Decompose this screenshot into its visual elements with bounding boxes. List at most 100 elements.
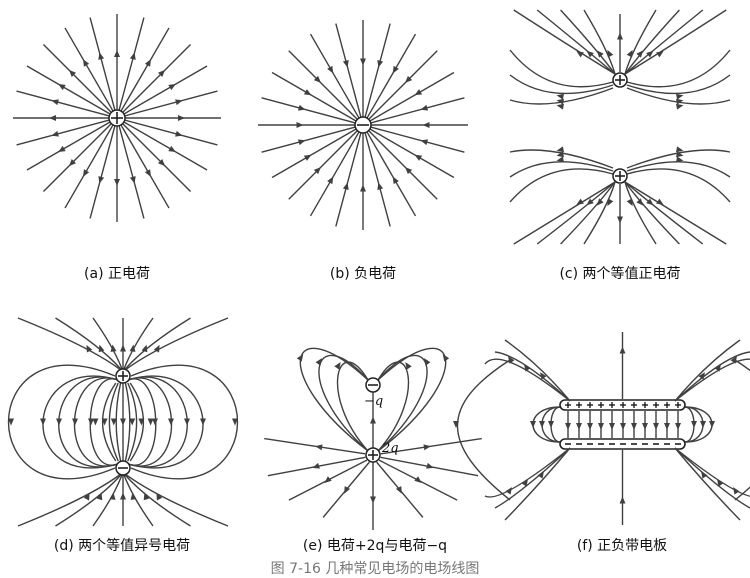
arrowhead bbox=[420, 104, 429, 111]
arrowhead bbox=[40, 418, 46, 426]
arrowhead bbox=[626, 49, 633, 58]
field-line bbox=[513, 181, 616, 245]
arrowhead bbox=[631, 423, 637, 430]
arrowhead bbox=[675, 423, 681, 430]
arrowhead bbox=[324, 476, 332, 484]
arrowhead bbox=[609, 423, 615, 430]
arrowhead bbox=[175, 99, 183, 106]
arrowhead bbox=[144, 59, 151, 67]
arrowhead bbox=[548, 421, 554, 428]
arrowhead bbox=[664, 423, 670, 430]
arrowhead bbox=[141, 344, 148, 353]
field-line bbox=[504, 339, 571, 402]
field-line bbox=[509, 49, 614, 88]
panel-e-unequal-charges bbox=[264, 347, 482, 530]
field-line bbox=[626, 149, 731, 169]
field-line bbox=[377, 347, 447, 452]
arrowhead bbox=[596, 50, 604, 58]
panel-f-charged-plates bbox=[453, 332, 750, 525]
field-line bbox=[624, 181, 704, 245]
arrowhead bbox=[129, 344, 136, 352]
caption-c: (c) 两个等值正电荷 bbox=[559, 266, 681, 282]
field-line bbox=[8, 364, 116, 480]
arrowhead bbox=[576, 423, 582, 430]
field-line bbox=[55, 474, 122, 527]
label-two-q: 2q bbox=[382, 441, 399, 456]
field-line bbox=[504, 447, 571, 521]
arrowhead bbox=[675, 98, 684, 105]
field-line bbox=[366, 131, 417, 217]
arrowhead bbox=[730, 356, 737, 364]
arrowhead bbox=[56, 418, 62, 426]
arrowhead bbox=[232, 418, 238, 426]
field-line bbox=[484, 358, 571, 402]
arrowhead bbox=[565, 423, 571, 430]
arrowhead bbox=[110, 344, 117, 352]
arrowhead bbox=[698, 372, 705, 380]
field-line bbox=[626, 87, 731, 105]
field-line bbox=[124, 119, 218, 146]
arrowhead bbox=[114, 50, 120, 58]
field-line bbox=[42, 123, 112, 193]
arrowhead bbox=[420, 139, 429, 146]
arrowhead bbox=[596, 198, 604, 206]
field-line bbox=[299, 347, 369, 452]
field-line bbox=[126, 474, 229, 527]
arrowhead bbox=[200, 418, 206, 426]
arrowhead bbox=[642, 423, 648, 430]
caption-f: (f) 正负带电板 bbox=[576, 538, 668, 554]
field-line bbox=[108, 382, 119, 462]
field-line bbox=[509, 74, 614, 95]
caption-a: (a) 正电荷 bbox=[84, 266, 150, 282]
arrowhead bbox=[619, 346, 626, 354]
field-line bbox=[16, 90, 110, 117]
arrowhead bbox=[110, 418, 117, 426]
arrowhead bbox=[130, 492, 137, 500]
field-line bbox=[271, 71, 357, 122]
field-line bbox=[335, 23, 362, 118]
arrowhead bbox=[636, 198, 644, 206]
arrowhead bbox=[675, 146, 684, 153]
field-line bbox=[26, 121, 111, 171]
field-line bbox=[369, 128, 455, 179]
arrowhead bbox=[370, 496, 376, 504]
field-line bbox=[509, 87, 614, 105]
field-line bbox=[370, 97, 465, 124]
arrowhead bbox=[405, 362, 412, 370]
field-line bbox=[366, 33, 417, 119]
arrowhead bbox=[675, 93, 684, 100]
arrowhead bbox=[617, 216, 623, 224]
arrowhead bbox=[296, 122, 304, 128]
field-line bbox=[536, 9, 616, 75]
field-line bbox=[123, 65, 208, 115]
arrowhead bbox=[313, 167, 321, 175]
field-line bbox=[626, 49, 731, 88]
field-line bbox=[123, 121, 208, 171]
field-line bbox=[124, 90, 218, 117]
arrowhead bbox=[88, 418, 94, 426]
arrowhead bbox=[617, 32, 623, 40]
field-line bbox=[124, 474, 191, 527]
arrowhead bbox=[129, 176, 136, 184]
field-line bbox=[626, 168, 731, 203]
arrowhead bbox=[83, 492, 90, 501]
arrowhead bbox=[377, 59, 384, 68]
arrowhead bbox=[453, 421, 459, 428]
arrowhead bbox=[344, 486, 351, 494]
arrowhead bbox=[360, 184, 366, 192]
arrowhead bbox=[598, 423, 604, 430]
field-line bbox=[115, 382, 122, 462]
field-line bbox=[123, 317, 154, 370]
arrowhead bbox=[334, 362, 341, 370]
field-line bbox=[309, 131, 360, 217]
arrowhead bbox=[129, 418, 136, 426]
arrowhead bbox=[587, 423, 593, 430]
arrowhead bbox=[120, 492, 126, 500]
field-line bbox=[509, 149, 614, 169]
arrowhead bbox=[129, 52, 136, 60]
arrowhead bbox=[675, 103, 684, 110]
field-line bbox=[624, 181, 680, 245]
label-minus-q: −q bbox=[364, 394, 384, 409]
field-line bbox=[130, 364, 238, 480]
field-line bbox=[55, 317, 122, 370]
